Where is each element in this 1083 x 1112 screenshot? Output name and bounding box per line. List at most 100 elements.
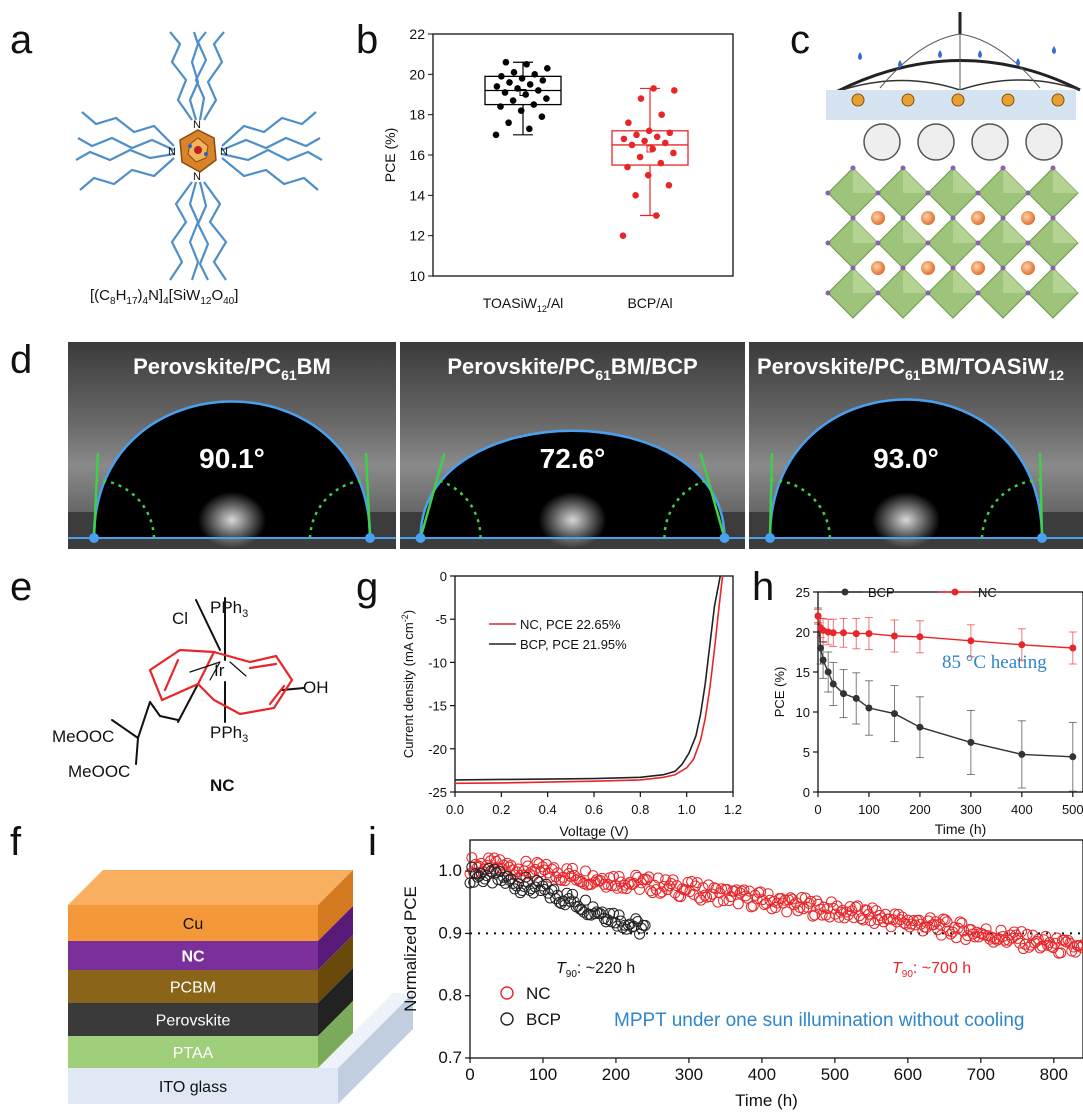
data-point-nc — [945, 928, 957, 940]
data-point — [1069, 644, 1077, 652]
jv-curve-nc — [454, 575, 724, 785]
data-point-nc — [1055, 947, 1067, 959]
halide-atom — [875, 240, 881, 246]
data-point-nc — [607, 870, 619, 882]
data-point — [641, 137, 648, 145]
data-point-nc — [710, 883, 722, 895]
y-tick-label: 16 — [409, 147, 425, 163]
y-tick-label: -5 — [435, 612, 447, 627]
ir-label: Ir — [214, 661, 225, 680]
halide-atom — [850, 165, 856, 171]
data-point-nc — [893, 908, 905, 920]
data-point — [625, 119, 632, 127]
data-point — [650, 85, 657, 92]
halide-atom — [925, 190, 931, 196]
perovskite-lattice — [825, 165, 1079, 319]
data-point-bcp — [578, 906, 590, 918]
octahedron-face — [953, 168, 978, 193]
contact-point-right — [1037, 533, 1047, 543]
legend-marker — [951, 588, 959, 596]
data-point — [890, 632, 898, 640]
data-point-nc — [827, 902, 839, 914]
octahedron-face — [853, 218, 878, 243]
data-point — [506, 79, 513, 86]
panel-letter-i: i — [368, 820, 377, 864]
data-point-nc — [1058, 934, 1070, 946]
halide-atom — [1050, 165, 1056, 171]
image-title: Perovskite/PC61BM/TOASiW12 — [757, 354, 1064, 383]
data-point-nc — [954, 916, 966, 928]
chart-b: 10 12 14 16 18 20 22 PCE (%) TOASiW12/Al BCP/Al — [382, 26, 734, 314]
halide-atom — [825, 240, 831, 246]
x-tick-label: 0.0 — [446, 802, 464, 817]
data-point-nc — [812, 898, 824, 910]
contact-angle-value: 93.0° — [873, 443, 939, 474]
data-point-nc — [984, 933, 996, 945]
tangent-right — [699, 452, 726, 539]
data-point-nc — [634, 883, 646, 895]
x-tick-label: 100 — [529, 1065, 557, 1084]
data-point-nc — [552, 867, 564, 879]
device-stack: Cu NC PCBM Perovskite PTAA ITO glass — [68, 870, 413, 1104]
nc-molecule: PPh3 Cl Ir OH PPh3 MeOOC MeOOC NC — [52, 597, 329, 795]
data-point-nc — [1004, 929, 1016, 941]
layer-side-face — [318, 1001, 353, 1068]
data-point-nc — [598, 878, 610, 890]
data-point-nc — [842, 909, 854, 921]
halide-atom — [950, 215, 956, 221]
data-point — [967, 738, 975, 746]
halide-atom — [975, 240, 981, 246]
data-point-nc — [904, 921, 916, 933]
ester-2: MeOOC — [68, 762, 130, 781]
octahedron-face — [953, 218, 978, 243]
data-point-nc — [757, 894, 769, 906]
y-axis-label: PCE (%) — [772, 667, 787, 718]
data-point — [839, 629, 847, 637]
data-point-bcp — [524, 884, 536, 896]
data-point-nc — [762, 888, 774, 900]
angle-arc-left — [436, 478, 482, 539]
image-title: Perovskite/PC61BM — [133, 354, 331, 383]
layer-side-face — [318, 906, 353, 970]
x-tick-label: 200 — [909, 802, 931, 817]
data-point-nc — [1012, 932, 1024, 944]
plot-frame — [817, 591, 1083, 793]
data-point-nc — [1032, 933, 1044, 945]
a-site-cation — [921, 261, 935, 275]
panel-letter-c: c — [790, 18, 810, 62]
chart-i: 0 100 200 300 400 500 600 700 800 0.7 0.8 0.9 1.0 Tim… — [401, 839, 1083, 1110]
droplet-profile — [768, 398, 1044, 539]
tangent-left — [768, 452, 774, 539]
data-point-nc — [874, 909, 886, 921]
data-point-bcp — [466, 861, 478, 873]
data-point-bcp — [583, 908, 595, 920]
data-point-nc — [1075, 941, 1083, 953]
data-point-nc — [615, 876, 627, 888]
x-tick-label: 400 — [1011, 802, 1033, 817]
tangent-right — [1038, 452, 1044, 539]
data-point-bcp — [503, 874, 515, 886]
data-point-nc — [980, 923, 992, 935]
data-point — [498, 73, 505, 80]
data-point-nc — [1021, 928, 1033, 940]
x-tick-label: 0 — [814, 802, 821, 817]
contact-point-right — [719, 533, 730, 543]
contact-point-right — [365, 533, 375, 543]
data-point-nc — [1027, 929, 1039, 941]
layer-ptaa — [68, 1036, 318, 1068]
octahedron-face — [903, 218, 928, 243]
data-point — [824, 668, 832, 676]
y-tick-label: 10 — [409, 268, 425, 284]
halide-atom — [825, 290, 831, 296]
data-point-nc — [697, 882, 709, 894]
y-axis-label: Current density (mA cm-2) — [400, 610, 416, 758]
octahedron-face — [1053, 218, 1078, 243]
illustration-umbrella-perovskite — [825, 12, 1081, 319]
data-point-nc — [533, 858, 545, 870]
atom-n-left: N — [168, 146, 176, 158]
data-point-nc — [609, 880, 621, 892]
data-point-nc — [947, 926, 959, 938]
halide-atom — [975, 190, 981, 196]
data-point-nc — [663, 880, 675, 892]
layer-side-face — [318, 870, 353, 941]
